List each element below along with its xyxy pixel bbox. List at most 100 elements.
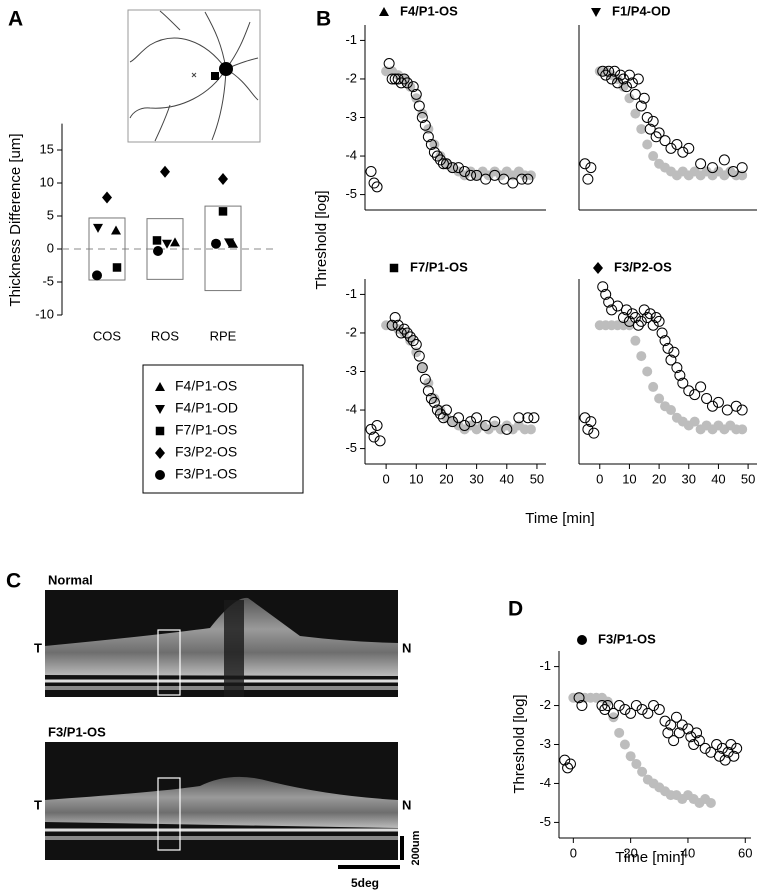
data-point <box>437 412 449 424</box>
data-point <box>218 207 228 216</box>
data-point <box>736 404 748 416</box>
data-point <box>383 58 395 70</box>
data-point <box>440 158 452 170</box>
data-point <box>428 146 440 158</box>
data-point <box>665 719 677 731</box>
data-point <box>619 703 631 715</box>
x-tick-label: 40 <box>500 471 514 486</box>
data-point <box>653 127 665 139</box>
data-point <box>398 323 410 335</box>
data-point <box>596 700 608 712</box>
data-point <box>401 77 413 89</box>
data-point <box>606 304 618 316</box>
y-axis-label: Threshold [log] <box>511 694 528 793</box>
data-point <box>688 739 700 750</box>
data-point <box>671 138 683 150</box>
data-point <box>659 135 671 147</box>
legend-marker <box>155 426 165 436</box>
y-tick-label: 5 <box>47 207 54 222</box>
data-point <box>410 339 422 351</box>
data-point <box>489 416 501 428</box>
data-point <box>416 112 428 123</box>
data-point <box>440 404 452 416</box>
x-tick-label: 50 <box>530 471 544 486</box>
data-point <box>624 320 635 331</box>
panel-label: A <box>8 8 23 31</box>
x-tick-label: 0 <box>596 471 603 486</box>
data-point <box>597 65 609 77</box>
data-point <box>579 412 591 424</box>
data-point <box>711 739 723 750</box>
y-tick-label: -4 <box>539 775 551 790</box>
data-point <box>224 238 234 248</box>
data-point <box>498 173 510 185</box>
data-point <box>522 412 534 424</box>
data-point <box>654 393 665 404</box>
data-point <box>386 73 398 85</box>
title-marker <box>379 7 389 16</box>
data-point <box>648 700 660 712</box>
image-side-label: T <box>34 797 42 812</box>
data-point <box>389 312 401 324</box>
data-point <box>638 92 650 104</box>
data-point <box>620 304 632 316</box>
x-tick-label: 20 <box>439 471 453 486</box>
data-point <box>597 281 609 293</box>
data-point <box>395 77 407 89</box>
chart-title: F4/P1-OS <box>400 3 458 18</box>
title-marker <box>577 635 587 645</box>
data-point <box>632 73 644 85</box>
data-point <box>564 758 576 770</box>
data-point <box>525 424 536 435</box>
data-point <box>625 751 636 762</box>
data-point <box>471 412 483 424</box>
x-tick-label: 40 <box>681 845 695 860</box>
data-point <box>228 238 238 248</box>
data-point <box>614 727 625 738</box>
x-tick-label: 10 <box>409 471 423 486</box>
image-side-label: T <box>34 640 42 655</box>
data-point <box>453 412 465 424</box>
y-tick-label: 15 <box>40 141 54 156</box>
data-point <box>153 245 163 256</box>
data-point <box>419 119 431 131</box>
legend-marker <box>155 470 165 480</box>
data-point <box>501 423 513 435</box>
data-point <box>630 700 642 712</box>
y-tick-label: -1 <box>539 658 551 673</box>
data-point <box>588 427 600 439</box>
x-tick-label: 60 <box>738 845 752 860</box>
data-point <box>218 173 228 186</box>
title-marker <box>591 8 601 17</box>
data-point <box>562 762 574 774</box>
data-point <box>619 739 630 750</box>
range-box <box>88 217 126 281</box>
data-point <box>422 385 434 397</box>
y-tick-label: -10 <box>35 306 54 321</box>
chart-title: F3/P1-OS <box>598 631 656 646</box>
data-point <box>471 169 483 181</box>
data-point <box>582 423 594 435</box>
y-tick-label: -4 <box>345 401 357 416</box>
legend-box <box>142 364 304 494</box>
data-point <box>522 173 534 185</box>
x-tick-label: 0 <box>570 845 577 860</box>
data-point <box>615 69 627 81</box>
y-tick-label: -3 <box>345 363 357 378</box>
data-point <box>585 162 597 174</box>
data-point <box>707 162 718 174</box>
data-point <box>699 742 711 754</box>
data-point <box>665 142 677 154</box>
data-point <box>480 419 492 431</box>
data-point <box>630 108 641 119</box>
data-point <box>626 77 638 89</box>
title-marker <box>593 262 603 274</box>
data-point <box>160 165 170 178</box>
data-point <box>392 73 404 85</box>
data-point <box>624 93 635 104</box>
data-point <box>582 173 594 185</box>
data-point <box>386 319 398 331</box>
x-axis-label: Time [min] <box>615 849 684 866</box>
data-point <box>653 703 665 715</box>
